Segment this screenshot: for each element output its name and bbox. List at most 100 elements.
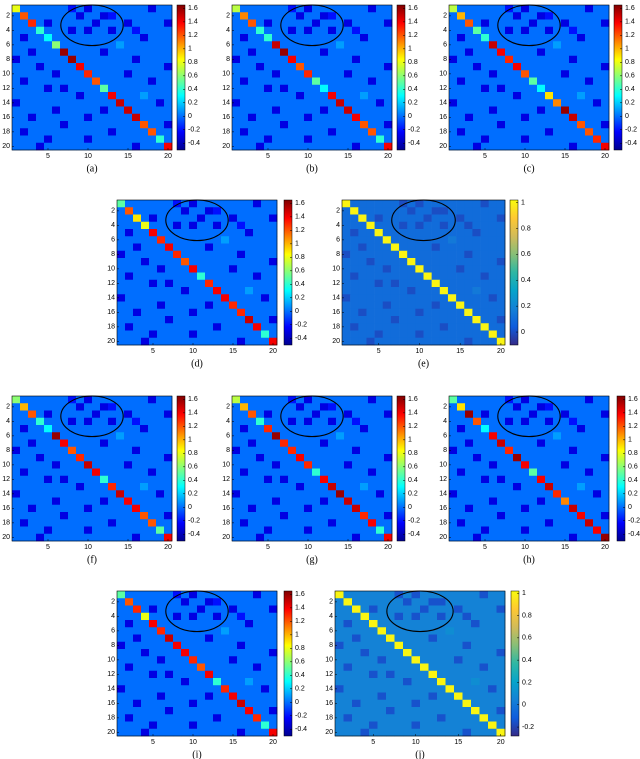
highlight-ellipse <box>165 199 229 242</box>
heatmap-cell <box>272 497 281 506</box>
heatmap-cell <box>336 519 345 527</box>
heatmap-cell <box>529 490 538 498</box>
heatmap-cell <box>399 308 408 317</box>
colorbar-tick-label: 1.2 <box>188 423 198 430</box>
heatmap-cell <box>423 221 432 230</box>
heatmap-cell <box>76 41 85 49</box>
heatmap-cell <box>221 272 230 281</box>
heatmap-cell <box>165 627 174 635</box>
heatmap-cell <box>462 692 472 701</box>
heatmap-cell <box>100 410 109 419</box>
heatmap-cell <box>92 106 101 115</box>
heatmap-cell <box>456 221 465 230</box>
y-tick-label: 6 <box>443 42 447 49</box>
heatmap-cell <box>352 128 361 136</box>
heatmap-cell <box>545 468 554 477</box>
heatmap-cell <box>457 106 466 115</box>
heatmap-cell <box>213 301 222 310</box>
heatmap-cell <box>189 258 198 266</box>
heatmap-cell <box>377 656 387 664</box>
heatmap-cell <box>569 106 578 115</box>
heatmap-cell <box>497 121 506 129</box>
heatmap-cell <box>205 207 214 215</box>
heatmap-cell <box>577 106 586 115</box>
heatmap-cell <box>92 92 101 100</box>
heatmap-cell <box>335 627 344 635</box>
heatmap-cell <box>312 454 321 462</box>
heatmap-cell <box>488 308 498 317</box>
x-tick-label: 10 <box>416 348 424 355</box>
heatmap-cell <box>60 475 69 484</box>
heatmap-cell <box>232 12 241 20</box>
heatmap-cell <box>505 12 514 20</box>
heatmap-cell <box>377 663 387 672</box>
heatmap-cell <box>245 663 254 672</box>
heatmap-cell <box>149 287 158 295</box>
heatmap-cell <box>240 468 249 477</box>
heatmap-cell <box>344 92 353 100</box>
heatmap-cell <box>189 323 198 331</box>
heatmap-cell <box>156 468 165 477</box>
heatmap-cell <box>454 685 463 693</box>
heatmap-cell <box>245 323 254 331</box>
heatmap-cell <box>108 34 117 42</box>
heatmap-cell <box>465 5 474 13</box>
heatmap-cell <box>68 512 77 520</box>
heatmap-cell <box>312 461 321 469</box>
heatmap-cell <box>473 446 482 455</box>
heatmap-cell <box>20 490 29 498</box>
heatmap-cell <box>84 55 93 64</box>
heatmap-cell <box>420 721 429 730</box>
heatmap-cell <box>569 121 578 129</box>
heatmap-cell <box>165 229 174 237</box>
heatmap-cell <box>133 620 142 628</box>
heatmap-cell <box>272 483 281 491</box>
heatmap-cell <box>221 221 230 230</box>
heatmap-cell <box>205 287 214 295</box>
heatmap-cell <box>60 128 69 136</box>
heatmap-cell <box>173 243 182 252</box>
heatmap-cell <box>403 605 412 614</box>
heatmap-cell <box>472 323 481 331</box>
panel-label: (g) <box>306 554 318 565</box>
heatmap-cell <box>108 519 117 527</box>
heatmap-cell <box>462 634 472 643</box>
heatmap-cell <box>449 432 458 440</box>
heatmap-cell <box>489 128 498 136</box>
heatmap-cell <box>374 279 384 288</box>
heatmap-cell <box>352 121 361 129</box>
heatmap-cell <box>108 425 117 433</box>
heatmap-cell <box>92 84 101 93</box>
heatmap-cell <box>328 34 337 42</box>
heatmap-cell <box>465 526 474 535</box>
heatmap-cell <box>288 99 297 107</box>
heatmap-cell <box>449 519 458 527</box>
heatmap-cell <box>561 490 570 498</box>
heatmap-cell <box>577 12 586 20</box>
heatmap-cell <box>28 468 37 477</box>
y-tick-label: 16 <box>2 114 10 121</box>
heatmap-cell <box>253 721 262 730</box>
heatmap-cell <box>464 229 473 237</box>
heatmap-cell <box>521 12 530 20</box>
heatmap-cell <box>140 454 149 462</box>
heatmap-cell <box>117 656 126 664</box>
heatmap-cell <box>205 707 214 715</box>
heatmap-cell <box>445 656 455 664</box>
heatmap-cell <box>431 308 441 317</box>
heatmap-cell <box>92 99 101 107</box>
heatmap-cell <box>423 301 432 310</box>
x-tick-label: 20 <box>269 739 277 746</box>
heatmap-cell <box>358 272 367 281</box>
heatmap-cell <box>124 533 133 542</box>
heatmap-cell <box>28 410 37 419</box>
heatmap-cell <box>108 396 117 404</box>
heatmap-cell <box>366 243 375 252</box>
colorbar-tick-label: 0.4 <box>295 672 305 679</box>
heatmap-cell <box>350 207 359 215</box>
heatmap-cell <box>529 512 538 520</box>
heatmap-cell <box>116 475 125 484</box>
heatmap-cell <box>36 77 45 86</box>
heatmap-cell <box>52 475 61 484</box>
heatmap-cell <box>304 106 313 115</box>
